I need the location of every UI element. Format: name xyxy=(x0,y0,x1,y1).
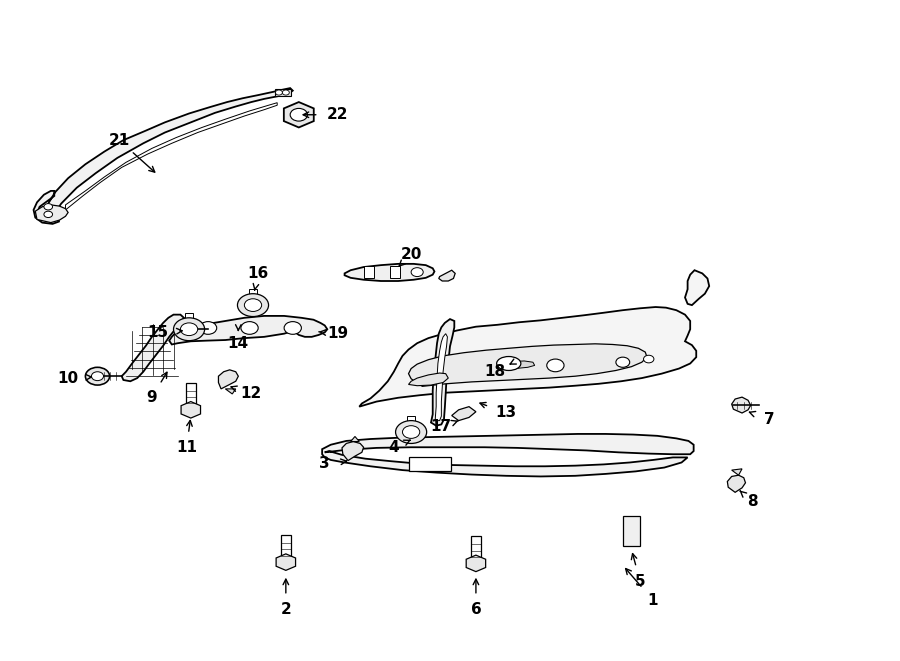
Polygon shape xyxy=(35,205,68,223)
Text: 10: 10 xyxy=(58,371,78,385)
Bar xyxy=(364,266,374,278)
Bar xyxy=(275,89,291,96)
Circle shape xyxy=(86,368,110,385)
Circle shape xyxy=(92,371,104,381)
Polygon shape xyxy=(122,315,184,381)
Polygon shape xyxy=(322,434,694,477)
Bar xyxy=(407,416,416,435)
Circle shape xyxy=(616,357,630,368)
Polygon shape xyxy=(466,555,486,572)
Text: 2: 2 xyxy=(281,602,292,617)
Bar xyxy=(185,383,196,408)
Circle shape xyxy=(180,323,198,336)
Polygon shape xyxy=(219,370,238,389)
Polygon shape xyxy=(225,389,236,394)
Polygon shape xyxy=(431,319,454,426)
Text: 5: 5 xyxy=(634,574,645,589)
Circle shape xyxy=(402,426,419,438)
Circle shape xyxy=(644,355,654,363)
Bar xyxy=(390,266,400,278)
Polygon shape xyxy=(727,475,745,492)
Text: 8: 8 xyxy=(747,494,758,510)
Text: 9: 9 xyxy=(147,389,158,405)
Bar xyxy=(410,457,451,471)
Circle shape xyxy=(396,420,427,444)
Polygon shape xyxy=(436,334,447,420)
Polygon shape xyxy=(497,361,535,370)
Polygon shape xyxy=(732,469,742,475)
Polygon shape xyxy=(181,402,201,418)
Text: 20: 20 xyxy=(400,247,422,262)
Bar xyxy=(184,313,194,332)
Circle shape xyxy=(44,204,52,210)
Polygon shape xyxy=(685,270,709,305)
Text: 12: 12 xyxy=(240,387,262,401)
Text: 6: 6 xyxy=(471,602,482,617)
Polygon shape xyxy=(732,397,751,413)
Circle shape xyxy=(283,90,289,95)
Text: 21: 21 xyxy=(109,133,130,147)
Text: 19: 19 xyxy=(327,326,348,341)
Polygon shape xyxy=(66,102,277,210)
Polygon shape xyxy=(169,316,328,344)
Polygon shape xyxy=(284,102,314,128)
Polygon shape xyxy=(452,407,476,420)
Text: 3: 3 xyxy=(320,456,330,471)
Text: 22: 22 xyxy=(327,107,348,122)
Ellipse shape xyxy=(497,356,521,370)
Text: 15: 15 xyxy=(148,325,168,340)
Polygon shape xyxy=(276,554,295,570)
Text: 7: 7 xyxy=(764,412,775,427)
Circle shape xyxy=(174,318,204,340)
Circle shape xyxy=(290,108,308,121)
Bar xyxy=(281,535,291,561)
Circle shape xyxy=(411,268,423,276)
Text: 4: 4 xyxy=(389,440,400,455)
Circle shape xyxy=(238,293,268,317)
Polygon shape xyxy=(342,442,364,461)
Polygon shape xyxy=(409,344,647,386)
Text: 16: 16 xyxy=(248,266,269,281)
Text: 17: 17 xyxy=(431,420,452,434)
Text: 11: 11 xyxy=(176,440,197,455)
Circle shape xyxy=(245,299,262,311)
Circle shape xyxy=(241,322,258,334)
Polygon shape xyxy=(351,436,359,442)
Polygon shape xyxy=(409,373,448,386)
Text: 13: 13 xyxy=(496,405,517,420)
Bar xyxy=(248,290,257,308)
Circle shape xyxy=(547,359,564,371)
Polygon shape xyxy=(359,307,697,407)
Bar xyxy=(471,536,482,561)
Text: 1: 1 xyxy=(648,593,658,607)
Text: 14: 14 xyxy=(228,336,249,351)
Text: 18: 18 xyxy=(484,364,506,379)
Circle shape xyxy=(200,322,217,334)
Circle shape xyxy=(284,322,302,334)
Circle shape xyxy=(44,212,52,217)
Circle shape xyxy=(275,90,283,95)
Polygon shape xyxy=(345,264,435,281)
Polygon shape xyxy=(439,270,455,281)
Polygon shape xyxy=(33,88,293,224)
Bar xyxy=(623,516,640,546)
